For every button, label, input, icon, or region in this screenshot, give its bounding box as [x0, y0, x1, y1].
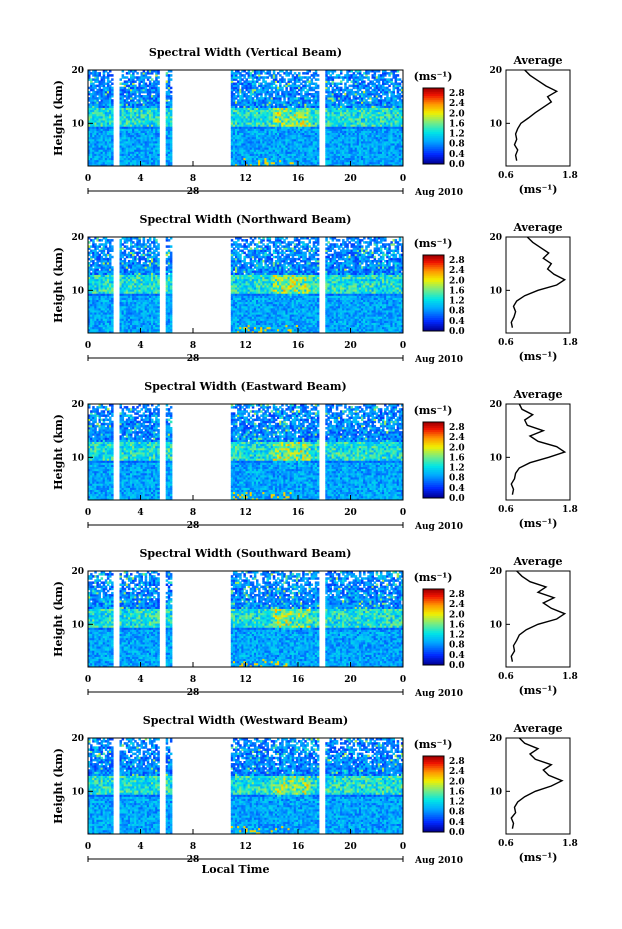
heatmap-cell [157, 80, 160, 82]
x-tick-label: 0 [85, 174, 91, 184]
heatmap-cell [170, 74, 173, 76]
colorbar [423, 88, 444, 164]
panel-1: Spectral Width (Northward Beam) Height (k… [52, 213, 578, 365]
heatmap-cell [111, 87, 114, 89]
heatmap-cell [170, 78, 173, 80]
heatmap-cell [136, 72, 139, 74]
figure: Spectral Width (Vertical Beam) Height (km… [0, 0, 622, 929]
colorbar-unit: (ms⁻¹) [414, 70, 453, 83]
average-title: Average [512, 54, 562, 67]
heatmap-cell [367, 76, 370, 78]
heatmap-cell [111, 83, 114, 85]
heatmap [88, 70, 403, 166]
heatmap-cell [111, 99, 114, 101]
heatmap-cell [363, 80, 366, 82]
x-tick-label: 20 [344, 174, 357, 184]
panel-0: Spectral Width (Vertical Beam) Height (km… [52, 46, 578, 198]
heatmap-cell [157, 87, 160, 89]
panel-title: Spectral Width (Vertical Beam) [149, 46, 342, 59]
colorbar-tick-label: 0.0 [449, 160, 465, 170]
y-tick-label: 20 [71, 66, 84, 76]
average-frame [506, 70, 570, 166]
avg-x-tick-label: 0.6 [498, 171, 514, 181]
colorbar-tick-label: 0.8 [449, 140, 465, 150]
y-axis-label: Height (km) [52, 80, 65, 156]
avg-x-label: (ms⁻¹) [519, 183, 558, 196]
heatmap-cell [317, 74, 320, 76]
avg-x-tick-label: 1.8 [562, 171, 578, 181]
y-axis-label: Height (km) [52, 247, 65, 323]
heatmap-cell [397, 74, 400, 76]
x-tick-label: 8 [190, 174, 196, 184]
heatmap-cell [317, 85, 320, 87]
colorbar-tick-label: 1.2 [449, 130, 465, 140]
day-label: 28 [187, 187, 200, 197]
heatmap-cell [317, 91, 320, 93]
heatmap-cell [111, 78, 114, 80]
heatmap-cell [170, 91, 173, 93]
heatmap-cell [317, 78, 320, 80]
heatmap-cell [157, 76, 160, 78]
colorbar-tick-label: 0.4 [449, 150, 465, 160]
colorbar-tick-label: 2.8 [449, 89, 465, 99]
heatmap-cell [170, 95, 173, 97]
x-tick-label: 16 [292, 174, 305, 184]
x-tick-label: 4 [137, 174, 143, 184]
average-profile-line [515, 70, 557, 161]
date-label: Aug 2010 [414, 188, 463, 198]
colorbar-tick-label: 2.4 [449, 99, 465, 109]
x-tick-label: 0 [400, 174, 406, 184]
avg-y-tick-label: 20 [489, 66, 502, 76]
heatmap-cell [170, 87, 173, 89]
x-tick-label: 12 [239, 174, 252, 184]
heatmap-cell [298, 72, 301, 74]
heatmap-cell [111, 74, 114, 76]
avg-y-tick-label: 10 [489, 119, 502, 129]
colorbar-tick-label: 1.6 [449, 119, 465, 129]
panel-title: Spectral Width (Northward Beam) [140, 213, 352, 226]
heatmap-cell [99, 72, 102, 74]
y-tick-label: 10 [71, 119, 84, 129]
colorbar-tick-label: 2.0 [449, 109, 465, 119]
heatmap-cell [283, 78, 286, 80]
heatmap [88, 237, 403, 333]
